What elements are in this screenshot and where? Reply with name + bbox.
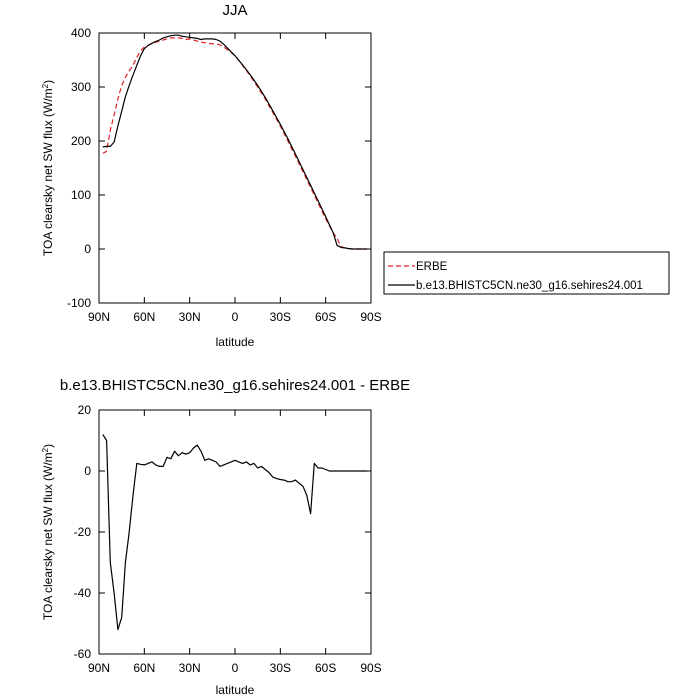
legend-label-model: b.e13.BHISTC5CN.ne30_g16.sehires24.001 <box>416 280 643 292</box>
bottom-chart-y-tick-label: -20 <box>74 525 92 539</box>
top-chart-title: JJA <box>222 2 247 19</box>
top-chart-ticks: 90N 60N 30N 0 30S 60S 90S -100 0 100 200 300 400 <box>67 26 382 324</box>
top-chart-y-tick-label: 100 <box>71 188 91 202</box>
top-chart: JJA 90N 60N 30N 0 30S 60S 90S -100 0 100 200 300 400… <box>41 2 670 349</box>
top-chart-y-tick-label: 300 <box>71 80 91 94</box>
bottom-chart-y-tick-label: 20 <box>78 403 92 417</box>
bottom-chart-y-tick-label: -40 <box>74 586 92 600</box>
bottom-chart-x-tick-label: 30N <box>179 661 201 675</box>
bottom-chart-x-tick-label: 60S <box>315 661 336 675</box>
bottom-chart: b.e13.BHISTC5CN.ne30_g16.sehires24.001 -… <box>41 377 411 697</box>
legend-box <box>383 251 670 295</box>
top-chart-lines <box>102 34 368 250</box>
bottom-chart-ticks: 90N 60N 30N 0 30S 60S 90S -60 -40 -20 0 20 <box>74 403 382 675</box>
top-chart-series-line-0 <box>102 37 368 250</box>
top-chart-x-tick-label: 30N <box>179 310 201 324</box>
bottom-chart-plot-frame <box>98 409 372 655</box>
top-chart-x-axis-label: latitude <box>216 335 255 349</box>
top-chart-y-tick-label: 0 <box>84 242 91 256</box>
bottom-chart-title: b.e13.BHISTC5CN.ne30_g16.sehires24.001 -… <box>60 377 410 394</box>
top-chart-x-tick-label: 90N <box>88 310 110 324</box>
top-chart-x-tick-label: 90S <box>360 310 381 324</box>
bottom-chart-lines <box>102 434 368 631</box>
top-chart-y-tick-label: -100 <box>67 296 91 310</box>
bottom-chart-y-axis-label: TOA clearsky net SW flux (W/m2) <box>41 444 56 620</box>
top-chart-legend: ERBE b.e13.BHISTC5CN.ne30_g16.sehires24.… <box>383 251 670 295</box>
bottom-chart-x-tick-label: 30S <box>270 661 291 675</box>
top-chart-x-tick-label: 0 <box>232 310 239 324</box>
top-chart-x-tick-label: 60N <box>133 310 155 324</box>
bottom-chart-x-tick-label: 90N <box>88 661 110 675</box>
legend-label-erbe: ERBE <box>416 261 448 273</box>
top-chart-y-axis-label: TOA clearsky net SW flux (W/m2) <box>41 80 56 256</box>
top-chart-plot-frame <box>98 32 372 304</box>
bottom-chart-series-line-0 <box>102 434 368 631</box>
bottom-chart-x-tick-label: 0 <box>232 661 239 675</box>
top-chart-y-tick-label: 400 <box>71 26 91 40</box>
bottom-chart-x-tick-label: 60N <box>133 661 155 675</box>
top-chart-x-tick-label: 60S <box>315 310 336 324</box>
bottom-chart-x-axis-label: latitude <box>216 683 255 697</box>
top-chart-y-tick-label: 200 <box>71 134 91 148</box>
top-chart-x-tick-label: 30S <box>270 310 291 324</box>
top-chart-series-line-1 <box>102 34 368 250</box>
bottom-chart-x-tick-label: 90S <box>360 661 381 675</box>
bottom-chart-y-tick-label: -60 <box>74 647 92 661</box>
bottom-chart-y-tick-label: 0 <box>84 464 91 478</box>
